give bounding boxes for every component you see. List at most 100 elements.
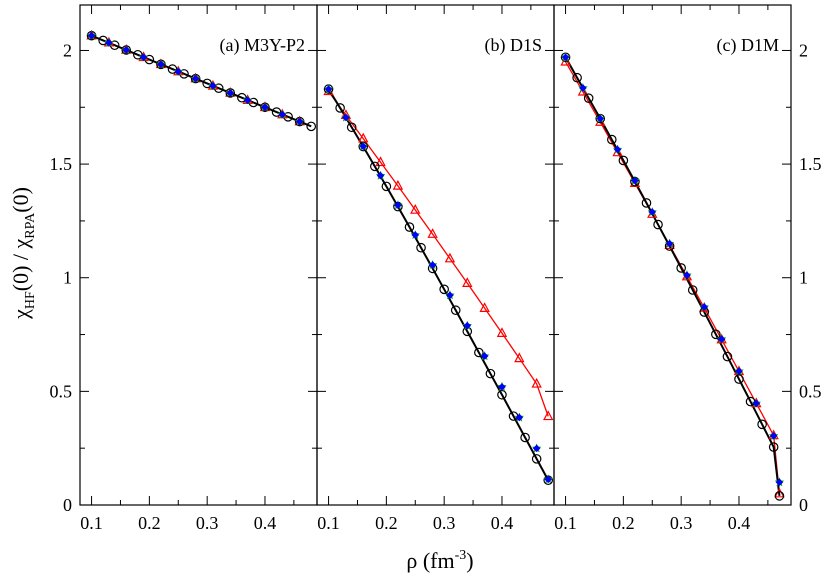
data-point-diamond — [157, 60, 165, 69]
panel-frame — [553, 4, 792, 506]
data-point-circle — [381, 181, 392, 192]
data-point-triangle — [444, 252, 456, 263]
data-point-diamond — [463, 321, 472, 330]
panel-3: 0.1 0.2 0.3 0.4 0 0.5 1 1.5 2 (c) D1M — [553, 4, 822, 533]
data-point-diamond — [411, 231, 420, 239]
data-point-circle — [237, 92, 247, 103]
data-point-triangle — [774, 487, 785, 498]
data-point-diamond — [561, 53, 570, 62]
series-diamond-points — [87, 31, 304, 126]
data-point-diamond — [359, 142, 368, 151]
data-point-diamond — [532, 444, 541, 453]
data-point-diamond — [498, 383, 506, 391]
data-point-circle — [439, 284, 449, 295]
series-diamond-points — [324, 85, 552, 484]
ylabel-hf-sub: HF — [23, 291, 38, 309]
data-point-diamond — [579, 84, 587, 92]
data-point-circle — [711, 329, 721, 340]
data-point-circle — [653, 219, 663, 230]
panel-title: (b) D1S — [485, 35, 543, 56]
panel-title: (a) M3Y-P2 — [220, 35, 306, 56]
x-tick-label: 0.1 — [80, 513, 103, 533]
data-point-diamond — [428, 261, 437, 269]
xlabel-rho: ρ (fm — [406, 548, 454, 573]
y-tick-label: 1 — [63, 268, 72, 288]
data-point-triangle — [462, 277, 473, 287]
ylabel-rpa-sub: RPA — [23, 212, 38, 239]
y-tick-label-right: 1 — [799, 268, 808, 288]
data-point-diamond — [191, 74, 200, 83]
data-point-triangle — [496, 327, 508, 337]
data-point-triangle — [375, 156, 386, 167]
xlabel-exp: -3 — [455, 548, 467, 563]
data-point-circle — [133, 49, 143, 60]
data-point-diamond — [717, 335, 726, 343]
x-tick-label: 0.2 — [612, 513, 635, 533]
data-point-circle — [641, 198, 652, 208]
data-point-circle — [202, 78, 212, 89]
data-point-circle — [583, 93, 594, 103]
data-point-diamond — [596, 114, 605, 123]
data-point-diamond — [261, 103, 269, 112]
data-point-diamond — [613, 145, 622, 154]
data-point-diamond — [631, 176, 639, 185]
data-point-diamond — [87, 31, 96, 40]
x-tick-label: 0.1 — [554, 513, 577, 533]
y-tick-label: 0 — [63, 495, 72, 515]
data-point-triangle — [410, 204, 421, 214]
data-point-triangle — [479, 302, 490, 312]
series-triangle-points — [560, 55, 785, 498]
y-tick-label-right: 0.5 — [799, 381, 822, 401]
data-point-circle — [618, 155, 629, 166]
x-tick-label: 0.3 — [670, 513, 693, 533]
panel-frame — [316, 4, 555, 506]
data-point-triangle — [427, 228, 438, 238]
data-point-diamond — [752, 399, 761, 408]
x-tick-label: 0.4 — [728, 513, 751, 533]
x-axis-label: ρ (fm-3) — [406, 548, 473, 573]
y-tick-label: 0.5 — [50, 381, 73, 401]
x-tick-label: 0.4 — [254, 513, 277, 533]
data-point-diamond — [769, 432, 778, 440]
series-circle-points — [560, 52, 785, 501]
data-point-diamond — [735, 367, 743, 375]
series-triangle-points — [323, 85, 554, 421]
data-point-circle — [607, 134, 617, 145]
y-tick-label: 2 — [63, 40, 72, 60]
data-point-circle — [98, 35, 108, 46]
data-point-circle — [572, 72, 582, 83]
data-point-circle — [335, 103, 345, 113]
data-point-triangle — [543, 410, 554, 421]
data-point-diamond — [700, 303, 709, 311]
xlabel-close: ) — [466, 548, 473, 573]
ylabel-chi: χ — [8, 309, 33, 320]
data-point-diamond — [665, 239, 674, 248]
data-point-circle — [346, 122, 357, 133]
data-point-circle — [370, 161, 380, 172]
data-point-circle — [531, 454, 542, 464]
data-point-diamond — [775, 478, 784, 487]
data-point-circle — [768, 442, 779, 452]
data-point-diamond — [209, 82, 217, 90]
x-tick-label: 0.2 — [138, 513, 161, 533]
series-star-points — [560, 52, 785, 487]
data-point-diamond — [394, 201, 402, 209]
data-point-diamond — [544, 475, 552, 484]
data-point-circle — [774, 491, 785, 501]
x-tick-label: 0.1 — [317, 513, 340, 533]
panel-title: (c) D1M — [717, 35, 779, 56]
data-point-diamond — [295, 117, 304, 126]
data-point-diamond — [515, 413, 524, 422]
ylabel-mid: (0) / χ — [8, 238, 33, 291]
data-point-circle — [416, 242, 426, 253]
y-tick-label-right: 2 — [799, 40, 808, 60]
series-diamond-points — [561, 53, 784, 487]
data-point-circle — [757, 419, 767, 430]
data-point-diamond — [243, 96, 252, 104]
data-point-diamond — [648, 208, 657, 216]
y-tick-label: 1.5 — [50, 154, 73, 174]
data-point-circle — [676, 263, 686, 273]
data-point-diamond — [446, 291, 454, 299]
series-line-triangle — [328, 90, 549, 417]
